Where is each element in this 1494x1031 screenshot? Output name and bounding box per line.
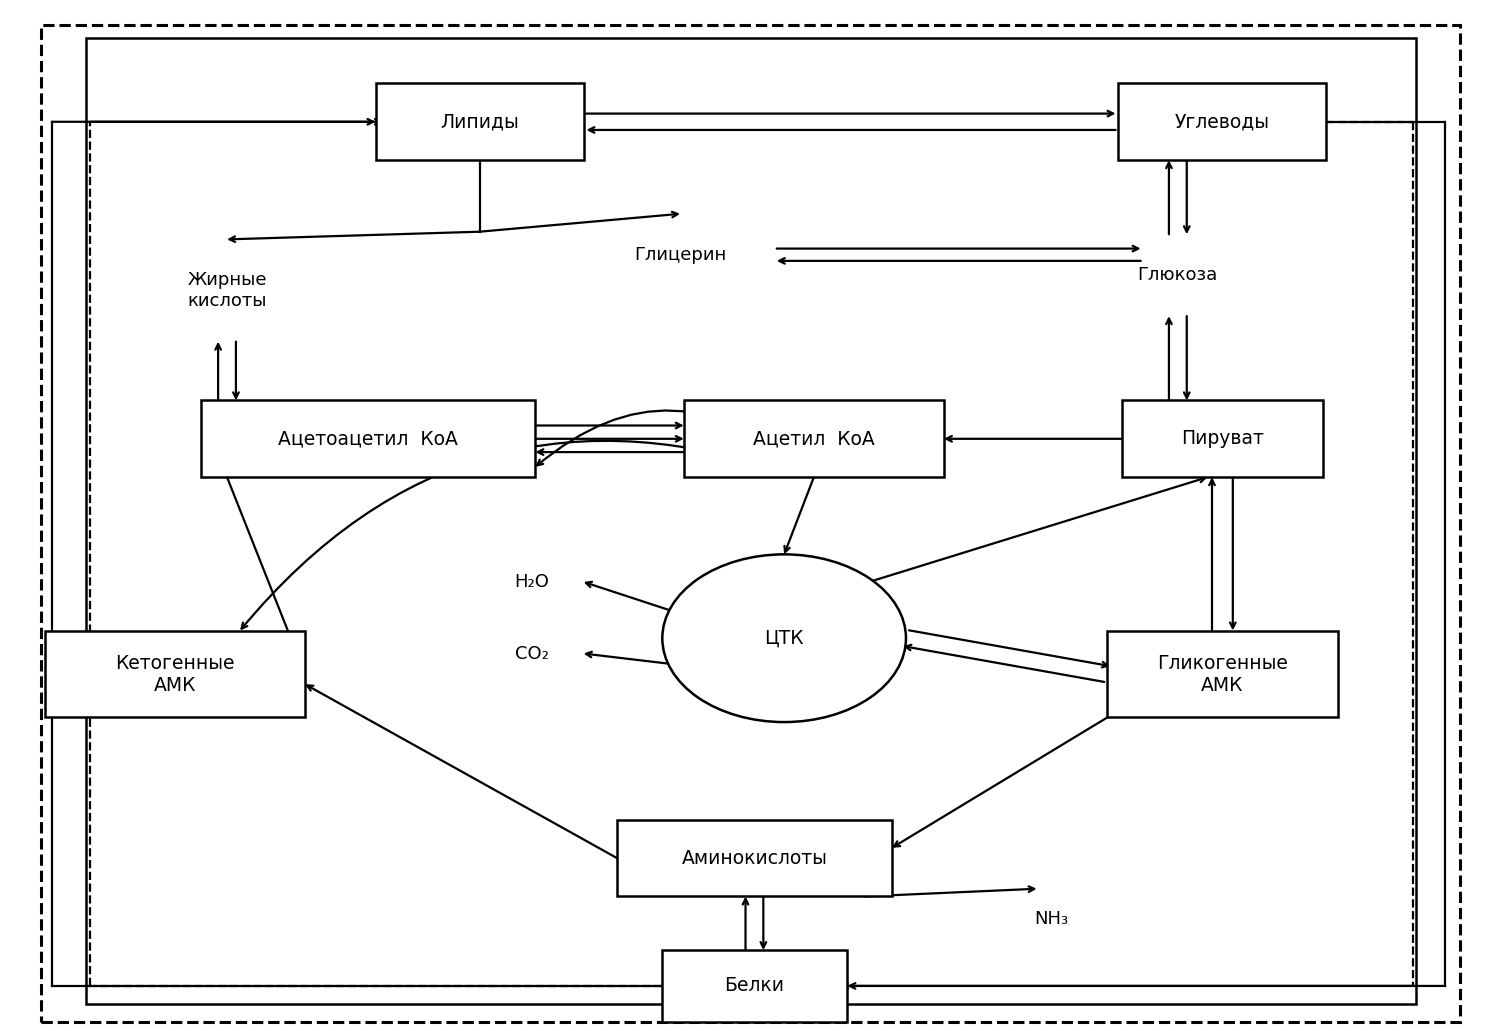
FancyBboxPatch shape: [375, 84, 584, 160]
Text: NH₃: NH₃: [1034, 910, 1068, 929]
Circle shape: [662, 555, 905, 722]
FancyBboxPatch shape: [662, 951, 847, 1022]
FancyBboxPatch shape: [1119, 84, 1327, 160]
Text: Ацетил  КоА: Ацетил КоА: [753, 429, 874, 448]
Text: Пируват: Пируват: [1180, 429, 1264, 448]
Text: Углеводы: Углеводы: [1174, 112, 1270, 131]
Text: Липиды: Липиды: [441, 112, 518, 131]
FancyBboxPatch shape: [617, 820, 892, 896]
FancyBboxPatch shape: [684, 400, 944, 477]
FancyBboxPatch shape: [45, 631, 305, 718]
FancyBboxPatch shape: [1122, 400, 1322, 477]
Text: Глюкоза: Глюкоза: [1138, 266, 1218, 285]
Text: Белки: Белки: [725, 976, 784, 995]
Text: ЦТК: ЦТК: [765, 629, 804, 647]
Text: Аминокислоты: Аминокислоты: [681, 849, 828, 868]
Text: CO₂: CO₂: [514, 644, 548, 663]
Text: Ацетоацетил  КоА: Ацетоацетил КоА: [278, 429, 459, 448]
FancyBboxPatch shape: [202, 400, 535, 477]
FancyBboxPatch shape: [1107, 631, 1337, 718]
Text: H₂O: H₂O: [514, 573, 548, 591]
Text: Кетогенные
АМК: Кетогенные АМК: [115, 654, 235, 695]
Text: Гликогенные
АМК: Гликогенные АМК: [1156, 654, 1288, 695]
Text: Глицерин: Глицерин: [633, 245, 726, 264]
Text: Жирные
кислоты: Жирные кислоты: [187, 271, 267, 310]
